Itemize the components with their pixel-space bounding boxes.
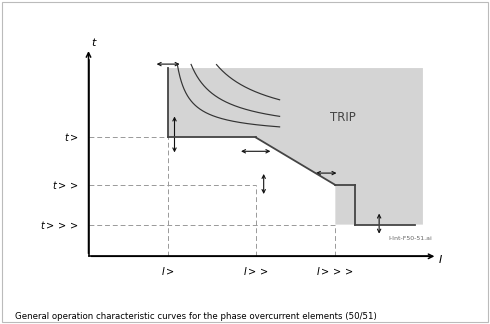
Text: TRIP: TRIP	[330, 111, 356, 124]
Text: General operation characteristic curves for the phase overcurrent elements (50/5: General operation characteristic curves …	[15, 312, 376, 321]
Text: $t>>$: $t>>$	[52, 179, 79, 191]
Text: I: I	[439, 255, 442, 265]
Text: $t>>>$: $t>>>$	[40, 219, 79, 231]
Text: $I>>>$: $I>>>$	[317, 265, 354, 277]
Polygon shape	[168, 68, 423, 225]
Text: I-Int-F50-51.ai: I-Int-F50-51.ai	[389, 237, 433, 241]
Text: $I>$: $I>$	[161, 265, 175, 277]
Text: $t>$: $t>$	[64, 132, 79, 144]
Text: $I>>$: $I>>$	[243, 265, 269, 277]
Text: t: t	[91, 38, 95, 48]
